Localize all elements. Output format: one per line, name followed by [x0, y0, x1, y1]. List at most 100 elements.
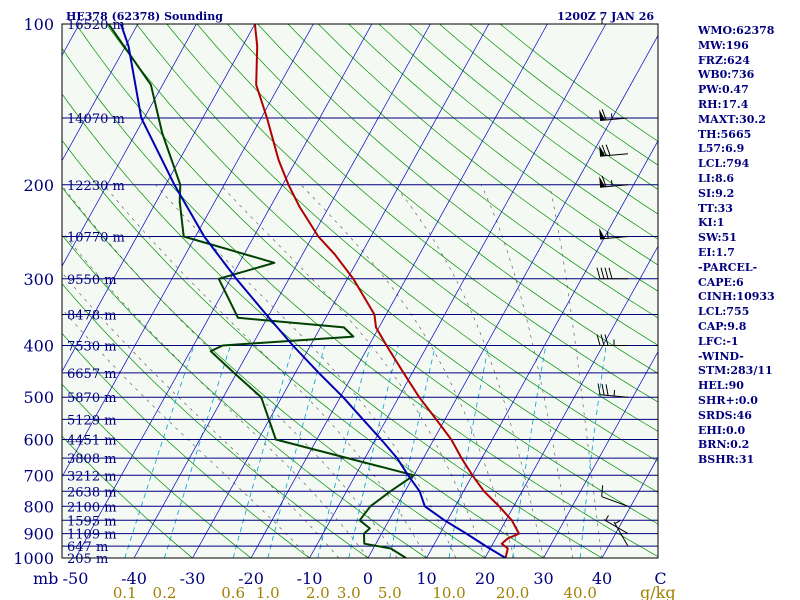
- wind-barb: [596, 334, 628, 347]
- moist-adiabat-line: [300, 184, 515, 558]
- stability-index: MW:196: [698, 38, 749, 52]
- temperature-tick-label: -30: [180, 569, 206, 588]
- isotherm-line: [62, 24, 314, 478]
- stability-index: EI:1.7: [698, 245, 735, 259]
- height-label: 5870 m: [67, 391, 117, 406]
- stability-index: SRDS:46: [698, 408, 752, 422]
- stability-index: CAPE:6: [698, 275, 744, 289]
- stability-index: WMO:62378: [698, 24, 775, 37]
- temperature-tick-label: -50: [63, 569, 89, 588]
- wind-barb: [603, 515, 629, 534]
- temperature-tick-labels: -50 -40 -30 -20 -10 0 10 20 30 40 C: [63, 569, 667, 588]
- temperature-tick-label: -40: [121, 569, 147, 588]
- temperature-profile: [253, 24, 520, 558]
- pressure-tick-label: 200: [23, 176, 54, 195]
- height-label: 1109 m: [67, 528, 117, 543]
- height-label: 5129 m: [67, 413, 117, 428]
- wind-barb: [597, 383, 629, 398]
- height-label: 2100 m: [67, 500, 117, 515]
- stability-index: SI:9.2: [698, 186, 735, 200]
- stability-index: SW:51: [698, 231, 737, 245]
- stability-index: HEL:90: [698, 379, 744, 393]
- isotherm-line: [543, 350, 658, 558]
- station-title: HE378 (62378) Sounding: [66, 10, 223, 23]
- pressure-tick-label: 900: [23, 525, 54, 544]
- temperature-tick-label: 10: [416, 569, 436, 588]
- stability-index: BSHR:31: [698, 453, 755, 467]
- height-label: 647 m: [67, 540, 108, 555]
- stability-index: RH:17.4: [698, 97, 749, 111]
- mixing-ratio-label: 1.0: [256, 584, 280, 600]
- height-label: 3808 m: [67, 452, 117, 467]
- height-label: 1595 m: [67, 514, 117, 529]
- height-label: 14070 m: [67, 112, 125, 127]
- height-label: 7530 m: [67, 340, 117, 355]
- isotherm-line: [484, 245, 658, 558]
- mixing-ratio-labels: 0.1 0.2 0.6 1.0 2.0 3.0 5.0 10.0 20.0 40.0: [113, 584, 597, 600]
- stability-index: EHI:0.0: [698, 423, 746, 437]
- isotherm-line: [75, 24, 373, 558]
- isotherm-line: [62, 24, 139, 162]
- temperature-tick-label: C: [654, 569, 666, 588]
- isotherm-line: [62, 24, 197, 267]
- pressure-tick-label: 500: [23, 388, 54, 407]
- temperature-tick-label: 20: [475, 569, 495, 588]
- wind-barb: [599, 109, 629, 121]
- isotherm-line: [62, 24, 256, 373]
- height-label: 8478 m: [67, 309, 117, 324]
- temperature-tick-label: 30: [533, 569, 553, 588]
- stability-index: BRN:0.2: [698, 438, 750, 452]
- isotherm-line: [367, 34, 658, 558]
- isotherm-line: [192, 24, 490, 558]
- mixing-ratio-label: 40.0: [564, 584, 597, 600]
- stability-index: STM:283/11: [698, 364, 773, 378]
- temperature-tick-label: -20: [238, 569, 264, 588]
- pressure-tick-label: 300: [23, 270, 54, 289]
- wind-barb: [599, 144, 629, 157]
- wind-barb: [601, 485, 629, 507]
- wind-barb: [599, 175, 629, 188]
- moist-adiabat-line: [549, 184, 603, 558]
- height-label: 2638 m: [67, 485, 117, 500]
- sounding-profiles: [107, 24, 520, 558]
- pressure-axis-prefix: mb: [33, 569, 58, 588]
- stability-index: TH:5665: [698, 127, 752, 141]
- wind-barb: [596, 267, 628, 280]
- height-label: 16520 m: [67, 18, 125, 33]
- valid-time: 1200Z 7 JAN 26: [557, 10, 654, 23]
- stability-index: L57:6.9: [698, 142, 745, 156]
- mixing-ratio-label: 0.1: [113, 584, 137, 600]
- isotherms: [62, 24, 658, 558]
- pressure-tick-label: 600: [23, 431, 54, 450]
- mixing-ratio-label: 20.0: [496, 584, 529, 600]
- stability-index: LCL:755: [698, 305, 750, 319]
- stability-index: PW:0.47: [698, 83, 749, 97]
- height-label: 6657 m: [67, 367, 117, 382]
- height-label: 3212 m: [67, 469, 117, 484]
- mixing-ratio-label: 2.0: [306, 584, 330, 600]
- pressure-tick-label: 1000: [13, 549, 54, 568]
- stability-index: SHR+:0.0: [698, 393, 758, 407]
- stability-indices-panel: WMO:62378 MW:196 FRZ:624 WB0:736 PW:0.47 RH:1…: [698, 24, 800, 468]
- height-labels: 16520 m 14070 m 12230 m 10770 m 9550 m 8478 m…: [67, 18, 125, 567]
- mixing-ratio-label: 0.2: [153, 584, 177, 600]
- stability-index: WB0:736: [698, 68, 755, 82]
- stability-index: LI:8.6: [698, 171, 735, 185]
- stability-index: CAP:9.8: [698, 319, 747, 333]
- isotherm-line: [601, 456, 658, 558]
- height-label: 9550 m: [67, 273, 117, 288]
- mixing-ratio-label: 0.6: [221, 584, 245, 600]
- pressure-tick-labels: 100 200 300 400 500 600 700 800 900 1000: [13, 15, 54, 568]
- mixing-ratio-label: 5.0: [378, 584, 402, 600]
- stability-index: FRZ:624: [698, 53, 751, 67]
- dewpoint-profile: [107, 24, 415, 558]
- isotherm-line: [426, 140, 658, 558]
- height-label: 10770 m: [67, 230, 125, 245]
- stability-index: TT:33: [698, 201, 733, 215]
- mixing-ratio-label: 10.0: [432, 584, 465, 600]
- height-label: 4451 m: [67, 434, 117, 449]
- stability-index: LFC:-1: [698, 334, 739, 348]
- plot-frame: [61, 23, 659, 559]
- temperature-tick-label: -10: [297, 569, 323, 588]
